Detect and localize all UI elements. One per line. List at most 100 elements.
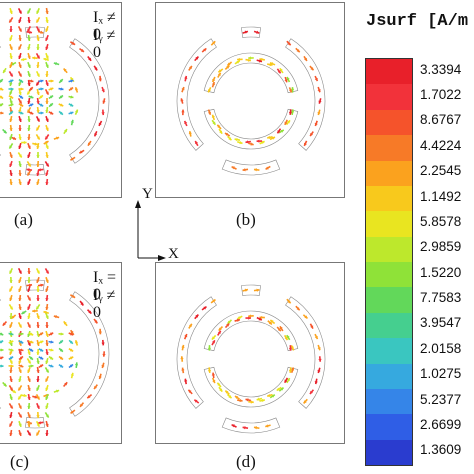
current-arrow xyxy=(284,76,288,83)
current-arrow xyxy=(28,86,34,92)
current-arrow xyxy=(17,25,23,33)
current-arrow xyxy=(36,178,40,186)
current-arrow xyxy=(35,115,41,123)
current-arrow xyxy=(27,178,31,186)
current-arrow xyxy=(9,375,13,383)
current-arrow xyxy=(0,332,4,336)
current-arrow xyxy=(45,16,49,24)
current-arrow xyxy=(74,87,79,93)
current-arrow xyxy=(27,115,31,123)
current-arrow xyxy=(194,140,199,147)
current-arrow xyxy=(98,120,103,127)
current-arrow xyxy=(207,345,212,351)
current-arrow xyxy=(58,363,64,369)
current-arrow xyxy=(36,411,40,419)
current-arrow xyxy=(68,363,74,369)
current-arrow xyxy=(18,366,22,374)
ring-segment-outline xyxy=(203,366,299,408)
legend-swatch xyxy=(366,414,412,440)
current-arrow xyxy=(38,94,44,100)
current-arrow xyxy=(27,312,31,320)
current-arrow xyxy=(8,95,14,99)
legend-swatch xyxy=(366,439,412,465)
ring-segment-outline xyxy=(221,417,281,434)
current-arrow xyxy=(27,285,31,293)
current-arrow xyxy=(267,62,273,67)
current-arrow xyxy=(18,364,24,368)
current-arrow xyxy=(303,398,308,404)
panel-a-plot xyxy=(0,7,110,186)
current-arrow xyxy=(242,30,249,34)
current-arrow xyxy=(9,34,13,42)
current-arrow xyxy=(21,140,27,145)
current-arrow xyxy=(317,344,321,351)
current-arrow xyxy=(216,382,222,388)
current-arrow xyxy=(98,373,102,380)
current-arrow xyxy=(237,140,243,145)
current-arrow xyxy=(62,381,68,388)
current-arrow xyxy=(32,395,38,399)
x-axis-arrow xyxy=(158,255,166,261)
current-arrow xyxy=(45,178,49,186)
current-arrow xyxy=(290,367,295,373)
current-arrow xyxy=(45,106,49,114)
current-arrow xyxy=(2,67,7,74)
current-arrow xyxy=(231,423,237,428)
current-arrow xyxy=(242,288,249,292)
current-arrow xyxy=(36,285,40,293)
current-arrow xyxy=(93,65,98,71)
current-arrow xyxy=(68,111,74,115)
current-arrow xyxy=(259,315,265,320)
current-arrow xyxy=(26,7,32,15)
legend-swatch xyxy=(366,363,412,389)
current-arrow xyxy=(259,398,265,403)
current-arrow xyxy=(86,309,92,315)
current-arrow xyxy=(210,298,216,304)
current-arrow xyxy=(248,400,254,404)
current-arrow xyxy=(27,142,31,150)
current-arrow xyxy=(194,56,200,62)
current-arrow xyxy=(224,132,231,137)
current-arrow xyxy=(245,398,252,402)
current-arrow xyxy=(217,330,222,336)
current-arrow xyxy=(53,389,60,393)
current-arrow xyxy=(9,25,13,33)
current-arrow xyxy=(286,334,291,341)
current-arrow xyxy=(18,111,24,115)
current-arrow xyxy=(63,128,68,135)
current-arrow xyxy=(58,87,64,91)
current-arrow xyxy=(180,98,184,104)
current-arrow xyxy=(26,294,32,302)
current-arrow xyxy=(38,111,44,115)
current-arrow xyxy=(26,358,32,364)
current-arrow xyxy=(245,58,252,62)
current-arrow xyxy=(318,356,322,362)
legend-swatch xyxy=(366,59,412,85)
current-arrow xyxy=(98,328,102,335)
current-arrow xyxy=(44,367,50,373)
current-arrow xyxy=(58,110,64,116)
current-arrow xyxy=(303,140,308,147)
current-arrow xyxy=(18,34,22,42)
current-arrow xyxy=(35,70,41,78)
current-arrow xyxy=(234,138,241,142)
current-arrow xyxy=(27,384,31,392)
current-arrow xyxy=(26,321,32,329)
current-arrow xyxy=(28,348,34,352)
current-arrow xyxy=(256,59,263,63)
current-arrow xyxy=(0,111,4,115)
current-arrow xyxy=(276,386,282,392)
current-arrow xyxy=(45,339,49,347)
current-arrow xyxy=(18,61,22,69)
current-arrow xyxy=(285,119,291,126)
panel-c-label: (c) xyxy=(10,452,29,471)
current-arrow xyxy=(48,79,54,83)
current-arrow xyxy=(216,124,222,130)
current-arrow xyxy=(18,178,22,186)
current-arrow xyxy=(44,161,50,167)
current-arrow xyxy=(17,7,23,15)
panel-a: Iₓ ≠ 0 Iᵧ ≠ 0 xyxy=(0,2,122,198)
current-arrow xyxy=(26,106,32,114)
current-arrow xyxy=(45,384,49,392)
current-arrow xyxy=(218,326,224,332)
